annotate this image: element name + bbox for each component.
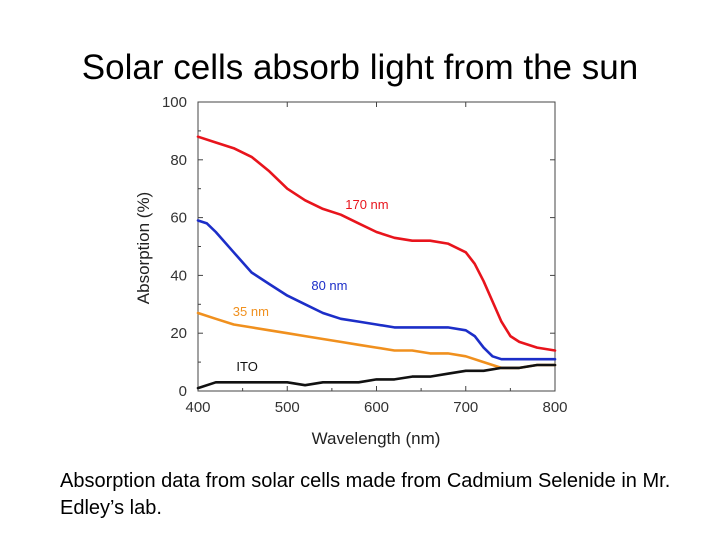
y-tick-label: 100 xyxy=(162,94,187,111)
y-tick-label: 80 xyxy=(170,152,187,169)
y-tick-label: 0 xyxy=(179,383,187,400)
x-axis-label: Wavelength (nm) xyxy=(312,429,441,448)
y-tick-label: 60 xyxy=(170,210,187,227)
y-tick-label: 40 xyxy=(170,267,187,284)
series-annotation-1: 80 nm xyxy=(311,278,347,293)
series-line-3 xyxy=(196,363,557,390)
absorption-chart: 400 500 600 700 800 0 20 40 60 80 100 170 nm 80 nm 35… xyxy=(120,88,630,460)
slide-caption: Absorption data from solar cells made fr… xyxy=(60,470,671,519)
slide-title: Solar cells absorb light from the sun xyxy=(81,48,639,87)
plot-area: 400 500 600 700 800 0 20 40 60 80 100 170 nm 80 nm 35… xyxy=(162,94,568,416)
series-line-1 xyxy=(196,219,557,361)
series-line-0 xyxy=(196,135,557,352)
x-tick-label: 400 xyxy=(185,399,210,416)
series-annotation-3: ITO xyxy=(236,359,257,374)
x-tick-label: 500 xyxy=(275,399,300,416)
series-annotation-0: 170 nm xyxy=(345,197,388,212)
y-tick-label: 20 xyxy=(170,325,187,342)
series-annotation-2: 35 nm xyxy=(233,304,269,319)
series-line-2 xyxy=(196,311,557,370)
x-tick-label: 600 xyxy=(364,399,389,416)
y-axis-label: Absorption (%) xyxy=(134,192,153,304)
x-tick-label: 800 xyxy=(542,399,567,416)
x-tick-label: 700 xyxy=(453,399,478,416)
